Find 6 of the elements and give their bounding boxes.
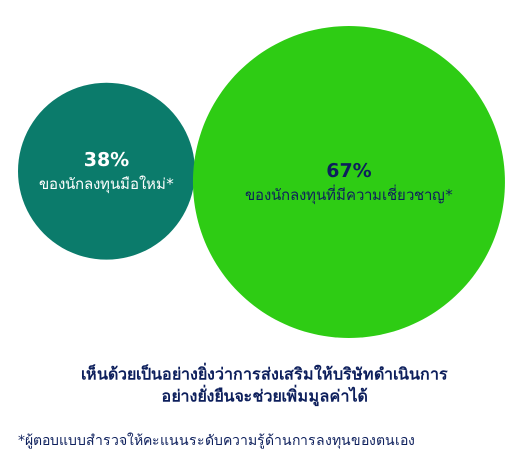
data-label: 67% [326, 160, 372, 182]
category-label: ของนักลงทุนมือใหม่* [39, 175, 174, 194]
text: *ผู้ตอบแบบสำรวจให้คะแนนระดับความรู้ด้านการลงทุนของตนเอง [18, 432, 415, 449]
text: เห็นด้วยเป็นอย่างยิ่งว่าการส่งเสริมให้บริษัทดำเนินการ อย่างยั่งยืนจะช่วยเพิ่มมูลค่าได้ [81, 362, 448, 408]
category-label: ของนักลงทุนที่มีความเชี่ยวชาญ* [245, 184, 454, 205]
data-label: 38% [84, 149, 130, 172]
